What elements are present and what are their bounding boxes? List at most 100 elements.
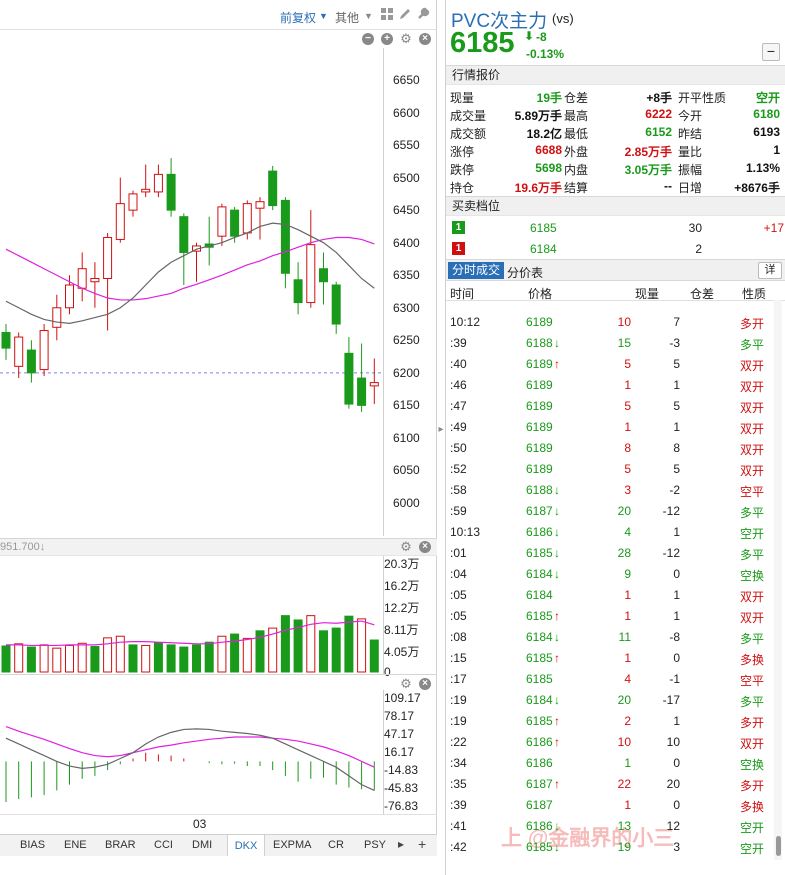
tab-tick-trades[interactable]: 分时成交 <box>448 262 505 279</box>
tab-ene[interactable]: ENE <box>64 839 87 851</box>
tab-price-table[interactable]: 分价表 <box>507 266 544 280</box>
trade-row[interactable]: :01 6185 ↓ 28 -12 多平 <box>446 542 774 563</box>
candle[interactable] <box>26 340 36 383</box>
tab-dkx[interactable]: DKX <box>227 835 265 857</box>
trade-row[interactable]: :40 6189 ↑ 5 5 双开 <box>446 353 774 374</box>
candle[interactable] <box>344 337 354 409</box>
volume-bar[interactable] <box>369 639 379 673</box>
close-icon[interactable]: × <box>419 33 431 45</box>
candle[interactable] <box>369 358 379 405</box>
tab-psy[interactable]: PSY <box>364 839 387 851</box>
trade-row[interactable]: 10:12 6189 10 7 多开 <box>446 311 774 332</box>
volume-bar[interactable] <box>128 644 138 673</box>
candle[interactable] <box>103 232 113 331</box>
volume-bar[interactable] <box>14 643 24 673</box>
other-dropdown[interactable]: 其他 <box>335 11 360 25</box>
candle[interactable] <box>204 216 214 266</box>
trade-row[interactable]: :19 6185 ↑ 2 1 多开 <box>446 710 774 731</box>
tab-cr[interactable]: CR <box>328 839 344 851</box>
volume-bar[interactable] <box>39 644 49 673</box>
volume-bar[interactable] <box>217 635 227 673</box>
collapse-button[interactable]: − <box>762 43 780 61</box>
trade-row[interactable]: :05 6184 1 1 双开 <box>446 584 774 605</box>
tab-expma[interactable]: EXPMA <box>273 839 312 851</box>
volume-bar[interactable] <box>192 644 201 673</box>
trade-row[interactable]: :41 6186 ↓ 13 12 空开 <box>446 815 774 836</box>
candle[interactable] <box>217 203 227 246</box>
candle[interactable] <box>166 158 176 217</box>
trade-row[interactable]: :50 6189 8 8 双开 <box>446 437 774 458</box>
trade-row[interactable]: :22 6186 ↑ 10 10 双开 <box>446 731 774 752</box>
candle[interactable] <box>293 262 303 315</box>
volume-bar[interactable] <box>242 637 252 673</box>
volume-bar[interactable] <box>1 645 11 673</box>
fuquan-dropdown[interactable]: 前复权 <box>280 11 317 25</box>
trade-row[interactable]: :15 6185 ↑ 1 0 多换 <box>446 647 774 668</box>
candle[interactable] <box>77 252 87 302</box>
trade-scrollbar[interactable] <box>774 300 782 860</box>
volume-bar[interactable] <box>179 646 189 673</box>
volume-bar[interactable] <box>204 641 214 673</box>
volume-bar[interactable] <box>268 627 278 673</box>
trade-row[interactable]: :59 6187 ↓ 20 -12 多平 <box>446 500 774 521</box>
trade-row[interactable]: :35 6187 ↑ 22 20 多开 <box>446 773 774 794</box>
volume-chart[interactable] <box>0 556 437 674</box>
volume-bar[interactable] <box>280 615 290 673</box>
close-icon[interactable]: × <box>419 541 431 553</box>
volume-bar[interactable] <box>357 618 367 673</box>
trade-row[interactable]: :04 6184 ↓ 9 0 空换 <box>446 563 774 584</box>
tab-scroll-right-icon[interactable]: ▸ <box>398 837 405 851</box>
chevron-down-icon[interactable]: ▼ <box>319 11 328 21</box>
trade-row[interactable]: :19 6184 ↓ 20 -17 多平 <box>446 689 774 710</box>
candle[interactable] <box>255 197 265 240</box>
gear-icon[interactable]: ⚙ <box>400 31 412 46</box>
volume-bar[interactable] <box>115 635 125 673</box>
grid-icon[interactable] <box>380 7 394 24</box>
gear-icon[interactable]: ⚙ <box>400 676 412 691</box>
trade-row[interactable]: :58 6188 ↓ 3 -2 空平 <box>446 479 774 500</box>
trade-row[interactable]: :46 6189 1 1 双开 <box>446 374 774 395</box>
candle[interactable] <box>331 281 341 334</box>
trade-row[interactable]: 10:13 6186 ↓ 4 1 空开 <box>446 521 774 542</box>
wrench-icon[interactable] <box>416 7 430 24</box>
plus-icon[interactable]: + <box>381 33 393 45</box>
add-tab-icon[interactable]: + <box>418 836 427 852</box>
candle[interactable] <box>115 177 125 243</box>
tab-dmi[interactable]: DMI <box>192 839 213 851</box>
gear-icon[interactable]: ⚙ <box>400 539 412 554</box>
minus-icon[interactable]: − <box>362 33 374 45</box>
candle[interactable] <box>128 190 138 217</box>
trade-row[interactable]: :34 6186 1 0 空换 <box>446 752 774 773</box>
detail-button[interactable]: 详 <box>758 262 782 279</box>
volume-bar[interactable] <box>52 647 62 673</box>
candle[interactable] <box>1 324 11 360</box>
volume-bar[interactable] <box>319 630 328 673</box>
volume-bar[interactable] <box>153 642 163 673</box>
tab-cci[interactable]: CCI <box>154 839 173 851</box>
trade-row[interactable]: :17 6185 4 -1 空平 <box>446 668 774 689</box>
volume-bar[interactable] <box>141 644 151 673</box>
draw-pen-icon[interactable] <box>398 7 412 24</box>
volume-bar[interactable] <box>230 633 240 673</box>
candle[interactable] <box>14 332 24 379</box>
chevron-down-icon[interactable]: ▼ <box>364 11 373 21</box>
volume-bar[interactable] <box>166 644 176 673</box>
volume-bar[interactable] <box>306 615 316 673</box>
volume-bar[interactable] <box>65 644 74 673</box>
candle[interactable] <box>52 294 62 341</box>
volume-bar[interactable] <box>255 630 265 673</box>
volume-bar[interactable] <box>77 642 87 673</box>
candle[interactable] <box>179 213 189 285</box>
candle[interactable] <box>280 197 290 289</box>
volume-bar[interactable] <box>103 637 113 673</box>
candle[interactable] <box>268 165 278 211</box>
tab-brar[interactable]: BRAR <box>105 839 136 851</box>
candle[interactable] <box>319 252 328 305</box>
tab-bias[interactable]: BIAS <box>20 839 46 851</box>
volume-bar[interactable] <box>344 615 354 673</box>
trade-row[interactable]: :08 6184 ↓ 11 -8 多平 <box>446 626 774 647</box>
close-icon[interactable]: × <box>419 678 431 690</box>
volume-bar[interactable] <box>90 646 100 673</box>
volume-bar[interactable] <box>331 627 341 673</box>
trade-row[interactable]: :39 6187 1 0 多换 <box>446 794 774 815</box>
